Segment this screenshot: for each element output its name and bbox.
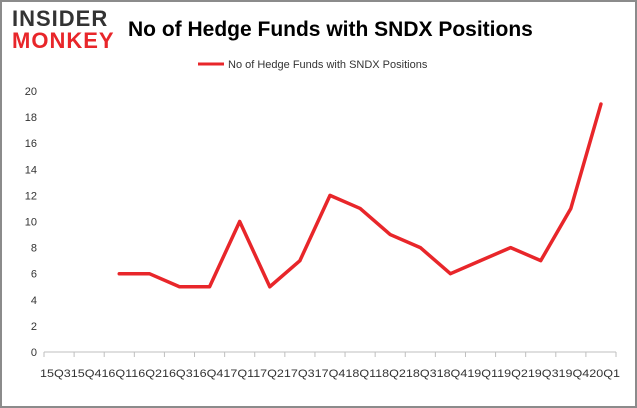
y-tick-label: 20 (25, 86, 37, 98)
y-tick-label: 4 (31, 295, 37, 307)
data-point (358, 206, 362, 210)
y-axis: 0 2 4 6 8 10 12 14 16 18 20 (25, 86, 37, 359)
data-point (539, 259, 543, 263)
logo-bottom-text: MONKEY (12, 28, 115, 53)
y-tick-label: 10 (25, 217, 37, 229)
y-tick-label: 18 (25, 112, 37, 124)
data-point (268, 285, 272, 289)
data-point (298, 259, 302, 263)
series-line (117, 102, 603, 289)
x-axis: 15Q315Q416Q116Q216Q316Q417Q117Q217Q317Q4… (40, 351, 620, 380)
y-tick-label: 2 (31, 321, 37, 333)
chart-title: No of Hedge Funds with SNDX Positions (128, 18, 533, 41)
data-point (418, 246, 422, 250)
data-point (147, 272, 151, 276)
data-point (569, 206, 573, 210)
data-point (388, 233, 392, 237)
data-point (509, 246, 513, 250)
y-tick-label: 6 (31, 269, 37, 281)
legend: No of Hedge Funds with SNDX Positions (198, 59, 428, 71)
data-point (599, 102, 603, 106)
logo-top-text: INSIDER (12, 6, 109, 31)
y-tick-label: 0 (31, 347, 37, 359)
y-tick-label: 8 (31, 243, 37, 255)
y-tick-label: 16 (25, 138, 37, 150)
y-tick-label: 14 (25, 164, 37, 176)
insider-monkey-logo: INSIDER MONKEY (12, 8, 122, 54)
data-point (208, 285, 212, 289)
data-point (238, 220, 242, 223)
x-tick-labels: 15Q315Q416Q116Q216Q316Q417Q117Q217Q317Q4… (40, 368, 620, 380)
legend-label: No of Hedge Funds with SNDX Positions (228, 59, 428, 71)
series-layer (117, 102, 603, 289)
y-tick-label: 12 (25, 190, 37, 202)
data-point (117, 272, 121, 276)
data-point (177, 285, 181, 289)
data-point (448, 272, 452, 276)
data-point (479, 259, 483, 263)
data-point (328, 193, 332, 197)
